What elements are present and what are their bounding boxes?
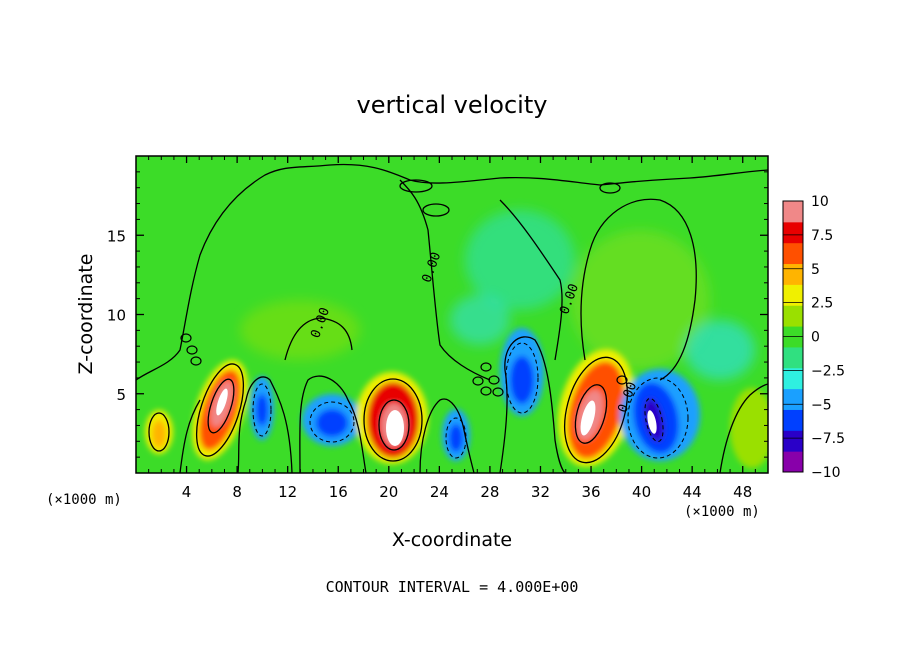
zero-contour-right-lobe [580,198,697,381]
colorbar-swatch [783,451,803,473]
tiny-contour-6 [488,375,500,385]
x-tick-label: 36 [581,483,600,501]
downdraft-cell-4-core [510,356,534,404]
y-tick-label: 10 [107,307,126,325]
y-axis-ticks: 5 10 15 [107,171,768,458]
x-tick-label: 4 [182,483,192,501]
updraft-contour-4 [564,356,628,464]
side-contour-left [179,376,293,473]
peak-cell-3 [386,410,404,446]
updraft-contour-2 [195,363,245,457]
y-tick-label: 15 [107,227,126,245]
colorbar-tick-label: 2.5 [811,296,833,312]
upper-weak-downdraft [465,210,575,310]
tiny-contour-8 [492,387,504,397]
peak-cell-4 [580,400,596,436]
zero-contour-valley [499,199,563,361]
colorbar-tick-label: −7.5 [811,431,845,447]
tiny-contour-5 [472,376,484,386]
colorbar-swatch [783,221,803,244]
downdraft-contour-2 [309,401,355,443]
downdraft-contour-1 [252,383,272,437]
x-tick-label: 20 [379,483,398,501]
x-axis-label: X-coordinate [392,529,512,551]
tiny-contour-4 [480,362,492,372]
tiny-contour-7 [480,386,492,396]
downdraft-contour-3 [445,417,467,459]
downdraft-contour-5 [627,377,689,459]
colorbar-swatch [783,305,803,327]
x-tick-label: 12 [278,483,297,501]
contour-lines [136,163,768,473]
downdraft-contour-5-inner [644,397,664,443]
closed-contour-c [599,182,621,194]
contour-interval-note: CONTOUR INTERVAL = 4.000E+00 [326,578,579,596]
colorbar: 10 7.5 5 2.5 0 −2.5 −5 −7.5 −10 [782,194,845,481]
colorbar-tick-label: 10 [811,194,829,210]
x-unit-left: (×1000 m) [46,492,122,508]
x-axis-ticks: 4 8 12 16 20 24 28 32 36 40 44 48 [148,156,756,501]
colorbar-swatch [783,346,803,369]
colorbar-tick-label: 5 [811,262,820,278]
side-contour-top-left [284,317,353,361]
y-tick-label: 5 [116,386,126,404]
x-tick-label: 48 [733,483,752,501]
colorbar-swatch [783,409,803,431]
tiny-contour-2 [186,345,198,355]
chart-title: vertical velocity [357,91,548,119]
x-tick-label: 16 [329,483,348,501]
tiny-contour-3 [190,356,202,366]
zero-contour-left [136,163,768,381]
small-closed-contours [180,333,628,397]
upper-weak-downdraft-2 [685,320,755,380]
x-tick-label: 44 [683,483,702,501]
downdraft-cell-1-core [256,394,268,426]
updraft-contour-3-inner [378,399,410,451]
colorbar-tick-label: −2.5 [811,363,845,379]
y-axis-label: Z-coordinate [75,254,97,375]
side-contour-right [499,336,768,473]
dashed-contours [252,342,689,459]
tiny-contour-9 [616,375,628,385]
updraft-contour-3 [363,378,423,462]
closed-contour-a [399,179,433,193]
colorbar-swatch [783,242,803,265]
x-tick-label: 24 [430,483,449,501]
low-cyan-band [450,295,510,345]
downdraft-cell-3-core [449,424,463,452]
downdraft-contour-4 [505,342,539,414]
zero-contour-mid [399,179,491,381]
colorbar-swatch [783,367,803,390]
colorbar-swatch [783,201,803,223]
tiny-contour-1 [180,333,192,343]
updraft-cell-1-core [152,420,166,448]
peak-cell-2 [216,388,228,416]
colorbar-tick-label: −5 [811,397,832,413]
x-unit-right: (×1000 m) [684,504,760,520]
x-tick-label: 28 [480,483,499,501]
x-tick-label: 32 [531,483,550,501]
colorbar-tick-label: 7.5 [811,228,833,244]
updraft-contour-2-inner [207,378,235,434]
colorbar-tick-label: 0 [811,330,820,346]
closed-contour-b [422,203,450,217]
colorbar-tick-label: −10 [811,465,841,481]
field-regions [240,210,755,380]
peak-cell-5 [647,410,657,434]
updraft-contour-1 [148,412,170,452]
low-green-band [240,300,360,360]
x-tick-label: 8 [232,483,242,501]
colorbar-swatch [783,388,803,410]
colorbar-swatch [783,284,803,306]
plot-area: 0.000.000.000.00 [135,155,769,474]
downdraft-cell-2-core [316,409,348,437]
updraft-contour-4-inner [574,384,608,444]
colorbar-swatch [783,263,803,285]
upper-weak-updraft [570,230,710,370]
side-contour-mid [299,375,475,473]
colorbar-ticks: 10 7.5 5 2.5 0 −2.5 −5 −7.5 −10 [783,194,845,481]
colorbar-swatch [783,430,803,452]
x-tick-label: 40 [632,483,651,501]
